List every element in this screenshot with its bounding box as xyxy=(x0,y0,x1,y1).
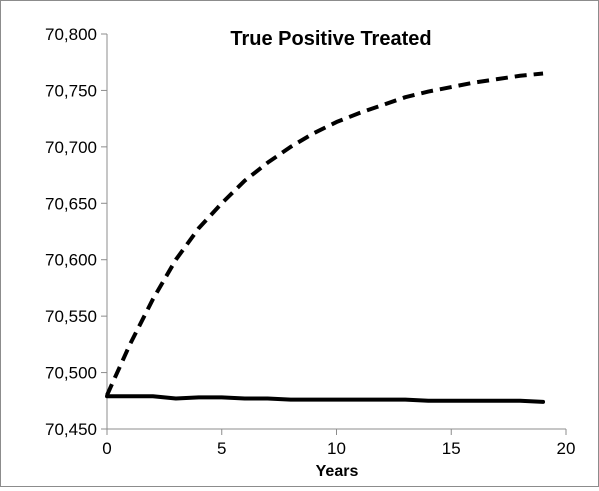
y-tick-label: 70,650 xyxy=(45,194,97,213)
y-tick-label: 70,550 xyxy=(45,307,97,326)
y-tick-label: 70,600 xyxy=(45,251,97,270)
series-line-dashed xyxy=(105,71,544,396)
y-tick-label: 70,450 xyxy=(45,420,97,439)
y-tick-label: 70,700 xyxy=(45,138,97,157)
y-tick-label: 70,800 xyxy=(45,25,97,44)
x-tick-label: 10 xyxy=(327,439,346,458)
x-tick-label: 20 xyxy=(557,439,576,458)
y-tick-label: 70,500 xyxy=(45,364,97,383)
x-tick-label: 5 xyxy=(217,439,226,458)
series-layer xyxy=(105,71,546,404)
x-axis-title: Years xyxy=(316,463,359,480)
x-axis: 0 5 10 15 20 xyxy=(102,428,576,458)
x-tick-label: 15 xyxy=(442,439,461,458)
y-tick-label: 70,750 xyxy=(45,81,97,100)
series-line-solid xyxy=(105,394,546,404)
x-tick-label: 0 xyxy=(102,439,111,458)
chart-title: True Positive Treated xyxy=(230,28,431,50)
y-axis: 70,450 70,500 70,550 70,600 70,650 70,700 70,7… xyxy=(45,25,108,439)
